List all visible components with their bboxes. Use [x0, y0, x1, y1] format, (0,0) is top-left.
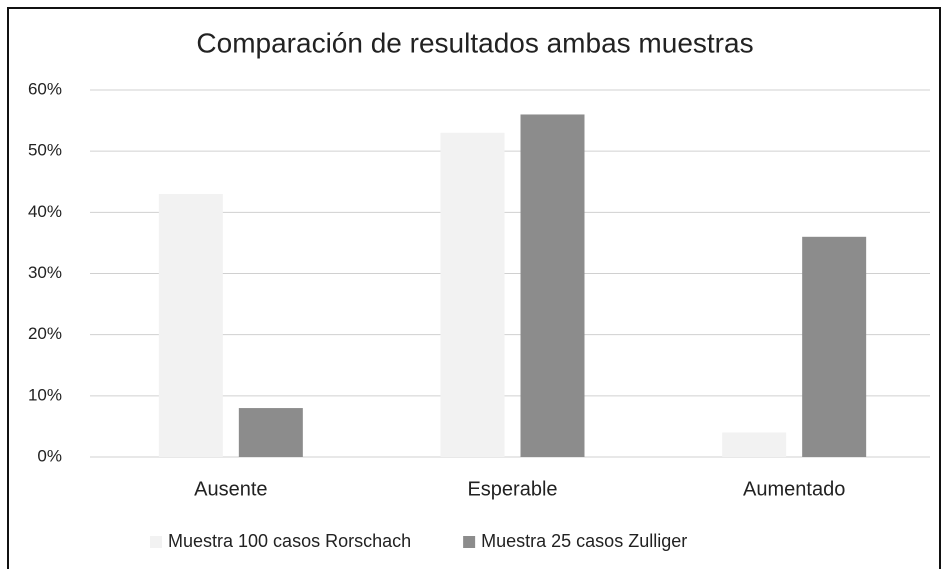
y-tick-label: 10%: [28, 385, 62, 404]
bar: [802, 236, 867, 457]
y-tick-label: 40%: [28, 202, 62, 221]
x-tick-label: Ausente: [194, 478, 267, 500]
legend-label: Muestra 100 casos Rorschach: [168, 531, 411, 551]
y-tick-label: 30%: [28, 263, 62, 282]
bar: [238, 408, 303, 457]
y-tick-label: 20%: [28, 324, 62, 343]
bar: [520, 114, 585, 457]
legend-label: Muestra 25 casos Zulliger: [481, 531, 687, 551]
x-tick-label: Esperable: [467, 478, 557, 500]
legend-swatch: [150, 536, 162, 548]
y-tick-label: 60%: [28, 79, 62, 98]
chart-title: Comparación de resultados ambas muestras: [196, 27, 753, 58]
bar: [440, 132, 505, 458]
y-tick-label: 0%: [37, 446, 62, 465]
y-tick-label: 50%: [28, 141, 62, 160]
bar: [722, 432, 787, 457]
bar: [158, 193, 223, 457]
legend-swatch: [463, 536, 476, 548]
x-tick-label: Aumentado: [743, 478, 845, 500]
